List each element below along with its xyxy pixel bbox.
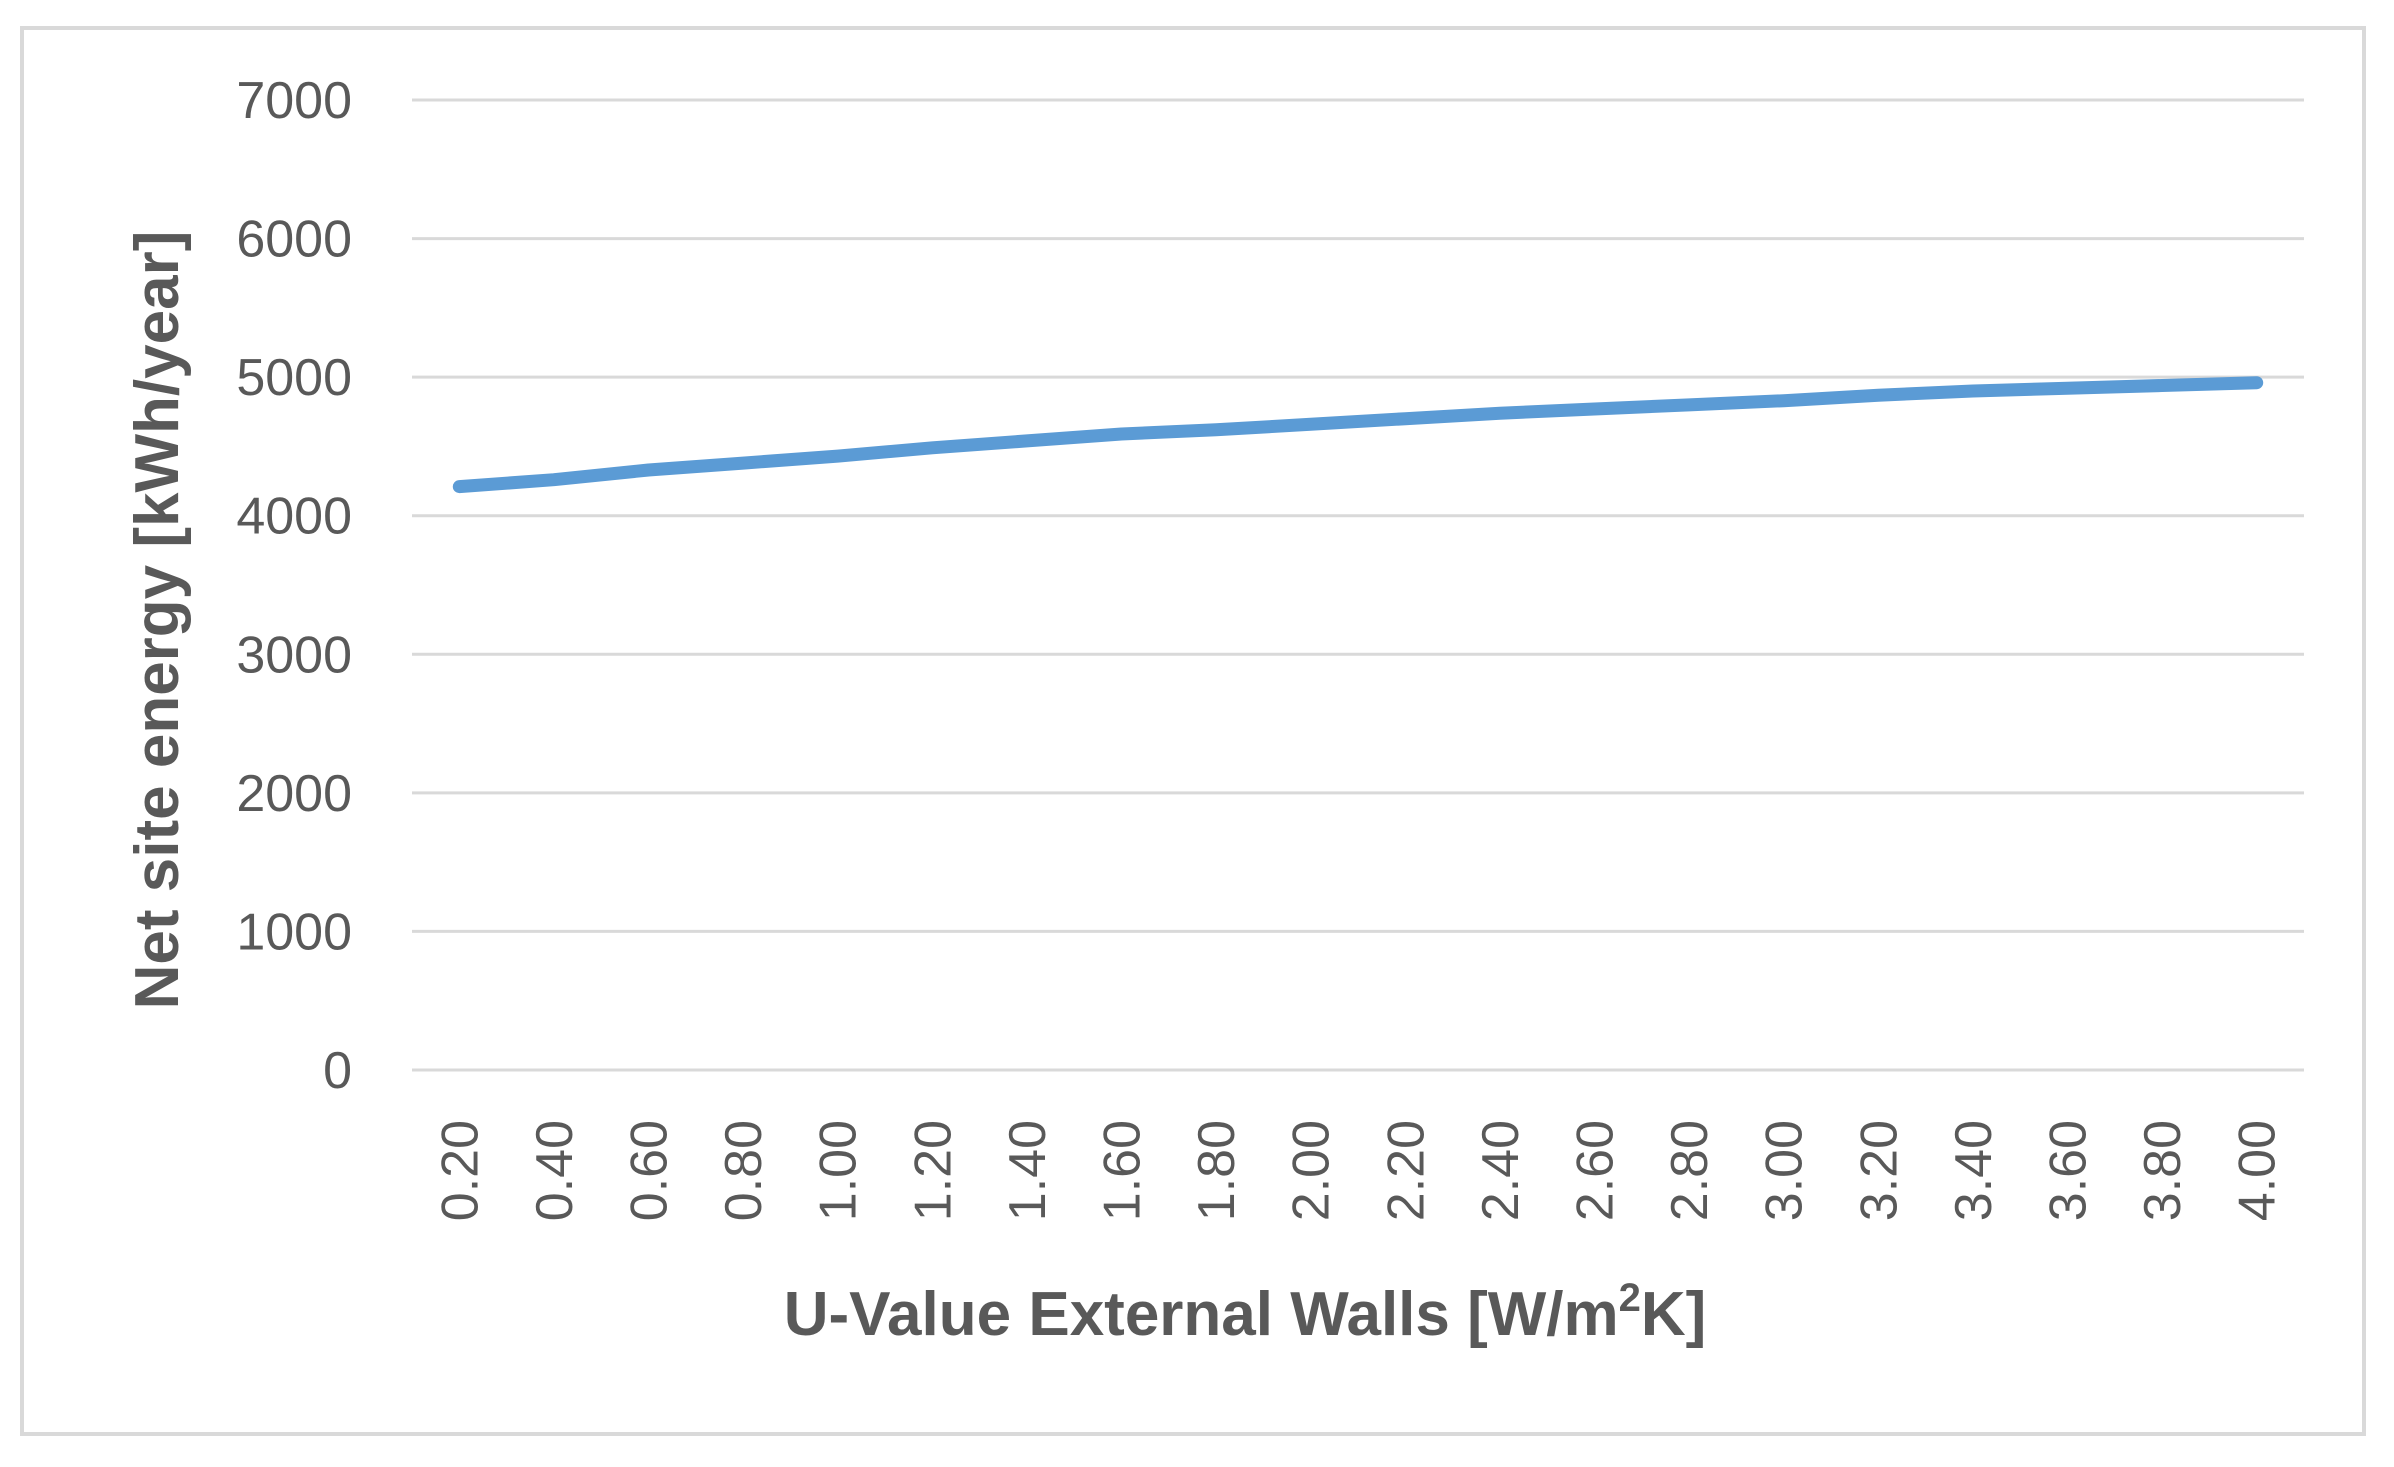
x-tick-label: 3.20 [1850, 1120, 1908, 1221]
x-tick-label: 3.00 [1756, 1120, 1814, 1221]
x-tick-label: 3.60 [2040, 1120, 2098, 1221]
x-tick-label: 0.20 [431, 1120, 489, 1221]
y-tick-label: 5000 [236, 349, 352, 407]
x-tick-label: 2.40 [1472, 1120, 1530, 1221]
y-tick-label: 2000 [236, 765, 352, 823]
y-axis-ticks: 0 1000 2000 3000 4000 5000 6000 7000 [236, 72, 352, 1100]
x-tick-label: 3.40 [1945, 1120, 2003, 1221]
x-tick-label: 1.60 [1094, 1120, 1152, 1221]
series-line [452, 376, 2264, 494]
x-tick-label: 1.40 [999, 1120, 1057, 1221]
series-layer [452, 376, 2264, 494]
x-tick-label: 0.80 [715, 1120, 773, 1221]
x-tick-label: 0.40 [526, 1120, 584, 1221]
x-tick-label: 4.00 [2229, 1120, 2287, 1221]
y-tick-label: 4000 [236, 488, 352, 546]
y-axis-title: Net site energy [kWh/year] [123, 231, 192, 1010]
y-tick-label: 0 [323, 1042, 352, 1100]
y-tick-label: 1000 [236, 903, 352, 961]
x-tick-label: 1.20 [904, 1120, 962, 1221]
y-tick-label: 7000 [236, 72, 352, 130]
chart-frame [20, 26, 2366, 1436]
x-tick-label: 2.80 [1661, 1120, 1719, 1221]
x-axis-title-suffix: K] [1641, 1280, 1706, 1349]
x-axis-ticks: 0.20 0.40 0.60 0.80 1.00 1.20 1.40 1.60 1.80 2.00… [431, 1120, 2286, 1221]
x-tick-label: 1.80 [1188, 1120, 1246, 1221]
gridlines [412, 98, 2304, 1072]
x-axis-title-main: U-Value External Walls [W/m [784, 1280, 1619, 1349]
x-tick-label: 3.80 [2134, 1120, 2192, 1221]
x-axis-title-superscript: 2 [1619, 1276, 1641, 1320]
y-tick-label: 6000 [236, 211, 352, 269]
y-tick-label: 3000 [236, 626, 352, 684]
x-tick-label: 2.00 [1283, 1120, 1341, 1221]
x-tick-label: 0.60 [621, 1120, 679, 1221]
x-tick-label: 2.60 [1567, 1120, 1625, 1221]
x-tick-label: 1.00 [810, 1120, 868, 1221]
x-axis-title: U-Value External Walls [W/m2K] [784, 1276, 1707, 1349]
x-tick-label: 2.20 [1377, 1120, 1435, 1221]
